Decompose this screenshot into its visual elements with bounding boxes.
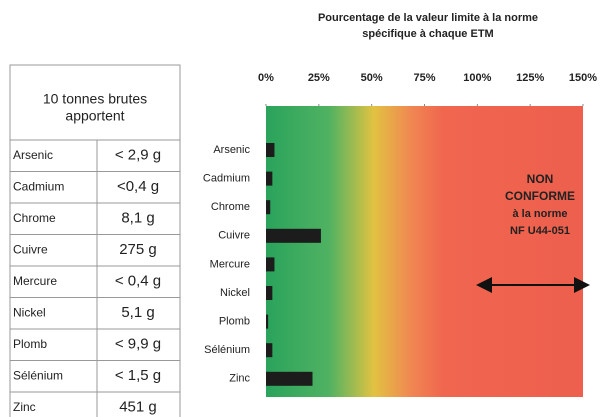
y-tick-label: Mercure — [210, 258, 250, 270]
chart-title: spécifique à chaque ETM — [362, 28, 493, 40]
conformity-zone — [266, 106, 583, 397]
table-cell: < 1,5 g — [115, 367, 161, 384]
table-cell: Nickel — [13, 305, 46, 319]
bar — [266, 286, 273, 300]
x-tick-label: 75% — [413, 72, 435, 84]
annotation: CONFORME — [505, 189, 575, 203]
table-border — [9, 64, 181, 417]
bar — [266, 257, 275, 272]
table-cell: Cuivre — [13, 242, 48, 256]
table-header: apportent — [65, 108, 124, 124]
table-cell: Plomb — [13, 337, 47, 351]
table-cell: Cadmium — [13, 179, 64, 193]
table-cell: 5,1 g — [121, 304, 154, 321]
table-cell: Mercure — [13, 274, 57, 288]
table-cell: 275 g — [119, 241, 157, 258]
table-cell: Zinc — [13, 400, 36, 414]
y-tick-label: Cadmium — [203, 173, 250, 185]
table-cell: Arsenic — [13, 148, 53, 162]
table-cell: < 9,9 g — [115, 336, 161, 353]
table: 10 tonnes brutes apportent — [9, 64, 181, 417]
y-tick-label: Plomb — [219, 316, 250, 328]
y-tick-label: Arsenic — [213, 144, 250, 156]
x-tick-label: 50% — [361, 72, 383, 84]
bar — [266, 343, 273, 358]
bar — [266, 171, 273, 186]
y-tick-label: Chrome — [211, 201, 250, 213]
table-cell: < 0,4 g — [115, 273, 161, 290]
bar — [266, 228, 321, 243]
x-tick-label: 25% — [308, 72, 330, 84]
x-tick-label: 125% — [516, 72, 544, 84]
annotation: NON — [527, 172, 554, 186]
bar — [266, 314, 269, 329]
table-cell: 451 g — [119, 399, 157, 416]
annotation: NF U44-051 — [510, 225, 570, 237]
y-tick-label: Sélénium — [204, 344, 250, 356]
bar — [266, 200, 271, 215]
y-tick-label: Zinc — [229, 373, 250, 385]
x-tick-label: 0% — [258, 72, 274, 84]
table-cell: <0,4 g — [117, 178, 159, 195]
table-cell: Chrome — [13, 211, 56, 225]
x-tick-label: 100% — [463, 72, 491, 84]
chart-title: Pourcentage de la valeur limite à la nor… — [318, 12, 538, 24]
x-tick-label: 150% — [569, 72, 597, 84]
table-header: 10 tonnes brutes — [43, 91, 147, 107]
bar — [266, 143, 275, 157]
table-cell: Sélénium — [13, 368, 63, 382]
annotation: à la norme — [512, 208, 567, 220]
table-cell: < 2,9 g — [115, 147, 161, 164]
y-tick-label: Nickel — [220, 287, 250, 299]
table-cell: 8,1 g — [121, 210, 154, 227]
y-tick-label: Cuivre — [218, 230, 250, 242]
bar — [266, 371, 313, 386]
